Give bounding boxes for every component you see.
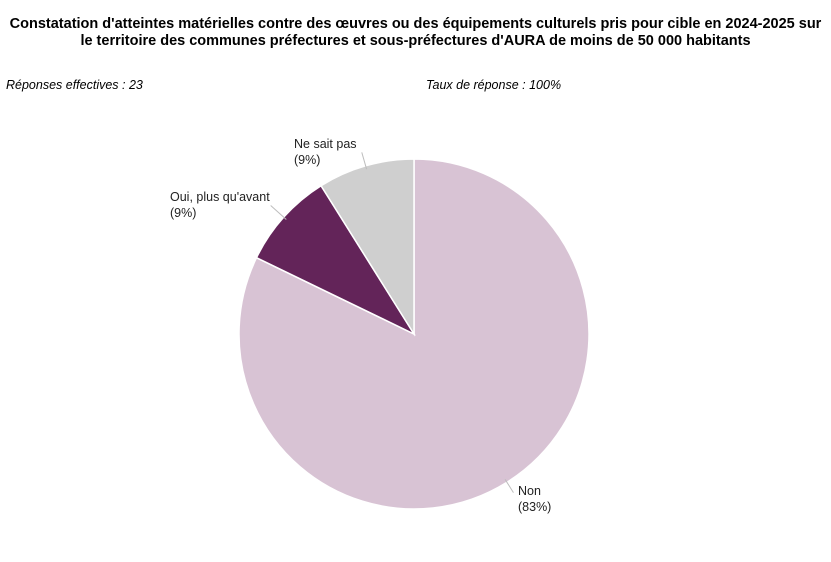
response-rate: Taux de réponse : 100% [426, 78, 562, 92]
slice-percent-label: (9%) [170, 206, 196, 220]
chart-title-line-2: le territoire des communes préfectures e… [80, 33, 751, 49]
leader-line [361, 152, 368, 170]
leader-line [270, 205, 287, 220]
responses-count: Réponses effectives : 23 [6, 78, 143, 92]
slice-label: Oui, plus qu'avant [170, 190, 270, 204]
slice-label: Ne sait pas [294, 137, 357, 151]
chart-title: Constatation d'atteintes matérielles con… [0, 16, 831, 50]
leader-line [504, 479, 514, 493]
chart-title-line-1: Constatation d'atteintes matérielles con… [9, 16, 822, 32]
slice-label: Non [518, 484, 541, 498]
slice-percent-label: (83%) [518, 500, 551, 514]
slice-percent-label: (9%) [294, 153, 320, 167]
